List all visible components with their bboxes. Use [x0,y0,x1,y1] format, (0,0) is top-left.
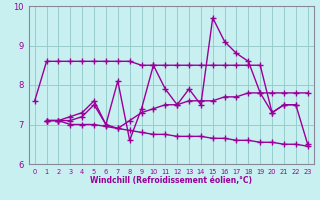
X-axis label: Windchill (Refroidissement éolien,°C): Windchill (Refroidissement éolien,°C) [90,176,252,185]
